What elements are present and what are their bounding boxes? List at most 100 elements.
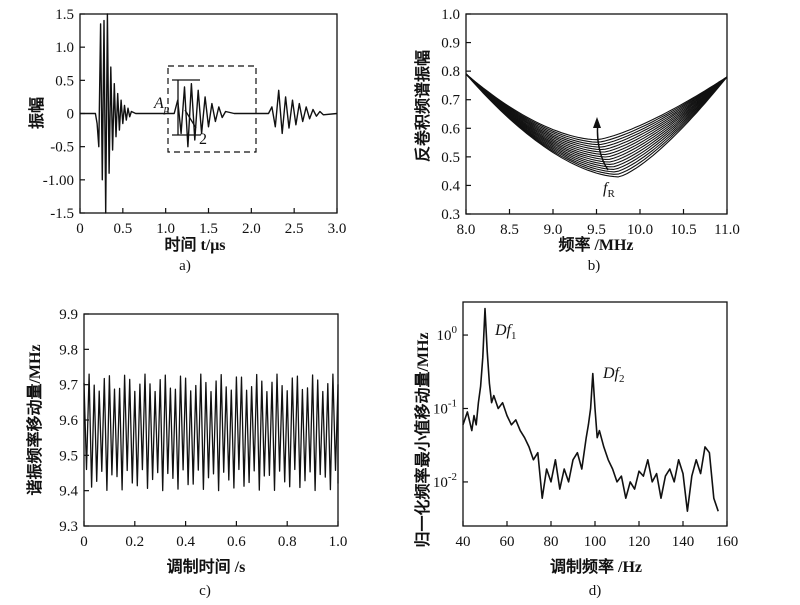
panel-d-xtick-label: 40 [456,534,471,550]
panel-a-annotation-ap: Ap [153,95,170,115]
panel-b-frame [465,13,728,215]
panel-a-ytick-label: -1.00 [43,173,74,189]
panel-b-ytick-label: 0.7 [441,93,460,109]
panel-c-ytick-label: 9.8 [59,342,78,358]
panel-c-ytick-label: 9.5 [59,448,78,464]
panel-b-fr-arrowhead [593,117,601,128]
panel-b-ytick-label: 0.6 [441,121,460,137]
panel-d-frame [462,301,728,527]
panel-c-plot: 0 0.2 0.4 0.6 0.8 1.0 9.3 9.4 9.5 9.6 9.7 9.8 9.9 [59,307,347,550]
panel-b-caption: b) [588,258,601,274]
panel-a-echo-box [167,65,257,153]
panel-a-xtick-label: 0 [76,221,84,237]
panel-a-amplitude-marker [172,79,200,136]
panel-a-ylabel: 振幅 [27,97,46,129]
panel-a-plot: 0 0.5 1.0 1.5 2.0 2.5 3.0 -1.5 -1.00 -0.5 0 0.5 1.0 1… [43,7,347,237]
panel-c-xtick-label: 1.0 [329,534,348,550]
panel-b-curve [465,73,728,158]
panel-d-xtick-label: 160 [716,534,739,550]
panel-b-curve [465,73,728,153]
panel-a-xtick-label: 2.0 [242,221,261,237]
panel-b-curve [465,73,728,146]
panel-d-xtick-label: 80 [544,534,559,550]
panel-b-curve [465,73,728,178]
panel-b-xtick-label: 8.5 [500,222,519,238]
panel-a-ytick-label: 0.5 [55,73,74,89]
panel-a-frame [79,13,338,214]
panel-c-xlabel: 调制时间 /s [167,557,246,576]
panel-a-xtick-label: 1.5 [199,221,218,237]
panel-b-ytick-label: 0.3 [441,207,460,223]
panel-a-xtick-label: 3.0 [328,221,347,237]
panel-d-xtick-label: 60 [500,534,515,550]
panel-a-series-line [80,13,338,214]
panel-b-curve [465,73,728,156]
panel-a: 0 0.5 1.0 1.5 2.0 2.5 3.0 -1.5 -1.00 -0.5 0 0.5 1.0 1… [27,7,346,274]
panel-b-ytick-label: 0.9 [441,36,460,52]
panel-b-xtick-label: 8.0 [457,222,476,238]
panel-d: 40 60 80 100 120 140 160 100 10-1 10-2 Df1 Df2 调制… [413,301,739,599]
panel-b-curve [465,73,728,165]
panel-b: 8.0 8.5 9.0 9.5 10.0 10.5 11.0 0.3 0.4 0.5 0.6 0.7 0… [413,7,740,274]
panel-b-ytick-label: 0.4 [441,178,460,194]
panel-d-annotation-df2: Df2 [602,365,625,385]
panel-d-xtick-label: 100 [584,534,607,550]
panel-a-xlabel: 时间 t/μs [164,235,225,254]
panel-c-xtick-label: 0.4 [176,534,195,550]
panel-d-xlabel: 调制频率 /Hz [550,557,642,576]
panel-d-xtick-label: 140 [672,534,695,550]
panel-b-ylabel: 反卷积频谱振幅 [413,50,432,162]
panel-c-xtick-label: 0.6 [227,534,246,550]
panel-b-plot: 8.0 8.5 9.0 9.5 10.0 10.5 11.0 0.3 0.4 0.5 0.6 0.7 0… [441,7,740,238]
panel-b-xtick-label: 9.0 [544,222,563,238]
panel-c-frame [83,313,339,527]
panel-c-xtick-label: 0.8 [278,534,297,550]
panel-b-curve [465,73,728,151]
panel-c-xtick-label: 0 [80,534,88,550]
panel-b-ytick-label: 0.8 [441,64,460,80]
panel-a-annotation-2: 2 [199,131,207,148]
panel-d-ytick-label: 10-2 [433,471,457,491]
panel-d-ytick-label: 100 [437,324,458,344]
panel-b-xtick-label: 11.0 [714,222,740,238]
panel-c-ytick-label: 9.9 [59,307,78,323]
panel-d-series-line [462,307,719,513]
panel-b-xtick-label: 10.0 [627,222,653,238]
panel-d-plot: 40 60 80 100 120 140 160 100 10-1 10-2 [433,307,739,550]
panel-c-series-line [83,373,339,492]
panel-b-annotation-fr: fR [603,180,615,200]
panel-b-curve [465,73,728,143]
panel-a-ytick-label: 0 [67,107,75,123]
panel-c-ytick-label: 9.6 [59,413,78,429]
panel-d-ytick-label: 10-1 [433,397,457,417]
panel-a-xtick-label: 0.5 [113,221,132,237]
panel-d-annotation-df1: Df1 [494,322,517,342]
panel-d-ylabel: 归一化频率最小值移动量/MHz [413,332,432,547]
panel-a-xtick-label: 1.0 [156,221,175,237]
panel-c-ylabel: 谐振频率移动量/MHz [25,344,44,495]
panel-d-xtick-label: 120 [628,534,651,550]
panel-c-ytick-label: 9.3 [59,519,78,535]
panel-a-ytick-label: 1.5 [55,7,74,23]
panel-d-caption: d) [589,583,602,599]
panel-b-curve [465,73,728,141]
panel-b-curve [465,73,728,160]
panel-a-ytick-label: -1.5 [50,206,74,222]
panel-c: 0 0.2 0.4 0.6 0.8 1.0 9.3 9.4 9.5 9.6 9.7 9.8 9.9 调制… [25,307,347,599]
panel-b-curve [465,73,728,148]
panel-b-ytick-label: 0.5 [441,150,460,166]
panel-b-curve [465,73,728,170]
panel-b-xtick-label: 10.5 [670,222,696,238]
panel-c-xtick-label: 0.2 [125,534,144,550]
panel-b-xlabel: 频率 /MHz [558,235,633,254]
panel-c-caption: c) [199,583,211,599]
panel-a-caption: a) [179,258,191,274]
panel-a-xtick-label: 2.5 [285,221,304,237]
panel-c-ytick-label: 9.7 [59,378,78,394]
panel-c-ytick-label: 9.4 [59,484,78,500]
panel-b-xtick-label: 9.5 [587,222,606,238]
panel-a-ytick-label: -0.5 [50,140,74,156]
panel-a-ytick-label: 1.0 [55,40,74,56]
panel-b-ytick-label: 1.0 [441,7,460,23]
